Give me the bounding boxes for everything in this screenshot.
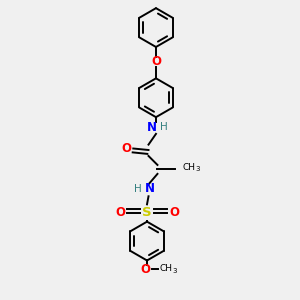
Text: H: H [160, 122, 168, 132]
Text: O: O [140, 263, 151, 276]
Text: N: N [145, 182, 155, 195]
Text: 3: 3 [172, 268, 177, 274]
Text: CH: CH [183, 163, 196, 172]
Text: O: O [115, 206, 125, 219]
Text: S: S [142, 206, 152, 219]
Text: N: N [147, 121, 157, 134]
Text: H: H [134, 184, 142, 194]
Text: O: O [151, 56, 161, 68]
Text: CH: CH [160, 264, 172, 273]
Text: O: O [122, 142, 132, 155]
Text: 3: 3 [195, 167, 200, 172]
Text: O: O [169, 206, 179, 219]
